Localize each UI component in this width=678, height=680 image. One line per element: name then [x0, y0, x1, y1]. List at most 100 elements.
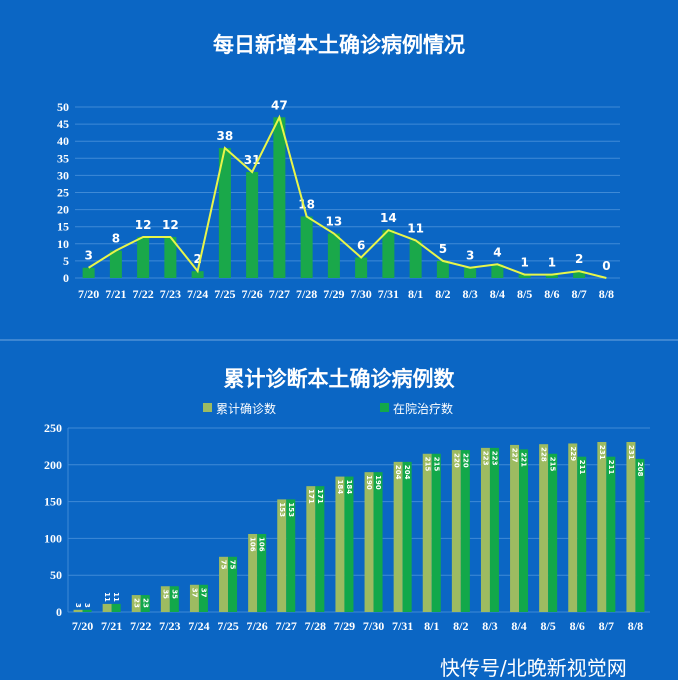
legend-swatch-hospitalized [380, 403, 389, 412]
x-tick-label: 7/29 [334, 619, 355, 633]
x-tick-label: 7/24 [188, 619, 209, 633]
data-label: 6 [357, 238, 365, 252]
data-label: 215 [432, 457, 440, 472]
bar [382, 230, 395, 278]
y-tick-label: 35 [57, 151, 69, 165]
bar-hospitalized [257, 533, 267, 612]
bar-cumulative [335, 476, 345, 612]
data-label: 4 [493, 245, 501, 259]
data-label: 106 [249, 537, 257, 552]
data-label: 18 [298, 197, 315, 211]
data-label: 190 [374, 475, 382, 490]
bar [109, 250, 122, 278]
data-label: 3 [466, 249, 474, 263]
bar-hospitalized [489, 447, 499, 612]
data-label: 23 [141, 598, 149, 608]
bar-cumulative [160, 586, 170, 612]
data-label: 11 [407, 221, 424, 235]
x-tick-label: 7/20 [78, 287, 99, 301]
x-tick-label: 7/22 [132, 287, 153, 301]
x-tick-label: 7/28 [296, 287, 317, 301]
y-tick-label: 50 [57, 100, 69, 114]
bar-hospitalized [373, 472, 383, 612]
data-label: 106 [258, 537, 266, 552]
bar-cumulative [277, 499, 287, 612]
data-label: 223 [490, 451, 498, 466]
data-label: 2 [193, 252, 201, 266]
data-label: 184 [336, 480, 344, 495]
chart2-legend: 累计确诊数 在院治疗数 [203, 401, 453, 416]
chart1-title: 每日新增本土确诊病例情况 [213, 33, 465, 57]
y-tick-label: 0 [56, 605, 62, 619]
bar-cumulative [626, 441, 636, 612]
data-label: 38 [217, 129, 234, 143]
data-label: 37 [199, 588, 207, 598]
bar-hospitalized [548, 453, 558, 612]
data-label: 11 [103, 592, 111, 602]
data-label: 215 [549, 457, 557, 472]
data-label: 3 [74, 603, 82, 608]
bar-hospitalized [431, 453, 441, 612]
y-tick-label: 30 [57, 168, 69, 182]
bar [491, 264, 504, 278]
bar-cumulative [510, 444, 520, 612]
x-tick-label: 7/23 [160, 287, 181, 301]
data-label: 11 [112, 592, 120, 602]
x-tick-label: 7/26 [241, 287, 262, 301]
data-label: 220 [452, 453, 460, 468]
bar-cumulative [393, 461, 403, 612]
x-tick-label: 7/21 [101, 619, 122, 633]
chart1-plot: 0510152025303540455037/2087/21127/22127/… [57, 98, 620, 301]
data-label: 208 [636, 462, 644, 477]
bar-cumulative [189, 584, 199, 612]
x-tick-label: 8/1 [408, 287, 423, 301]
bar [218, 148, 231, 278]
bar-cumulative [248, 533, 258, 612]
bar-cumulative [364, 472, 374, 612]
x-tick-label: 8/8 [628, 619, 643, 633]
data-label: 3 [84, 249, 92, 263]
bar-hospitalized [82, 609, 92, 612]
bar [300, 216, 313, 278]
bar-cumulative [131, 595, 141, 612]
data-label: 23 [132, 598, 140, 608]
x-tick-label: 7/31 [378, 287, 399, 301]
data-label: 171 [307, 489, 315, 504]
y-tick-label: 45 [57, 117, 69, 131]
x-tick-label: 7/30 [363, 619, 384, 633]
bar-cumulative [539, 444, 549, 612]
bar [545, 274, 558, 278]
y-tick-label: 10 [57, 237, 69, 251]
x-tick-label: 7/23 [159, 619, 180, 633]
x-tick-label: 8/7 [571, 287, 586, 301]
bar-hospitalized [286, 499, 296, 612]
data-label: 35 [161, 589, 169, 599]
y-tick-label: 50 [50, 568, 62, 582]
y-tick-label: 20 [57, 203, 69, 217]
data-label: 231 [627, 445, 635, 460]
bar-cumulative [102, 603, 112, 612]
data-label: 228 [540, 447, 548, 462]
data-label: 190 [365, 475, 373, 490]
y-tick-label: 0 [63, 271, 69, 285]
x-tick-label: 8/3 [462, 287, 477, 301]
data-label: 1 [548, 256, 556, 270]
y-tick-label: 200 [44, 458, 62, 472]
x-tick-label: 8/4 [490, 287, 505, 301]
x-tick-label: 7/27 [269, 287, 290, 301]
bar [355, 257, 368, 278]
bar [246, 171, 259, 278]
bar-hospitalized [635, 458, 645, 612]
bar-hospitalized [519, 449, 529, 612]
data-label: 12 [162, 218, 179, 232]
data-label: 204 [403, 465, 411, 480]
data-label: 184 [345, 480, 353, 495]
data-label: 229 [569, 446, 577, 461]
watermark: 快传号/北晚新视觉网 [440, 656, 627, 680]
x-tick-label: 7/24 [187, 287, 208, 301]
data-label: 0 [602, 259, 610, 273]
bar-cumulative [306, 486, 316, 612]
data-label: 221 [520, 452, 528, 467]
bar [436, 260, 449, 278]
x-tick-label: 7/26 [246, 619, 267, 633]
